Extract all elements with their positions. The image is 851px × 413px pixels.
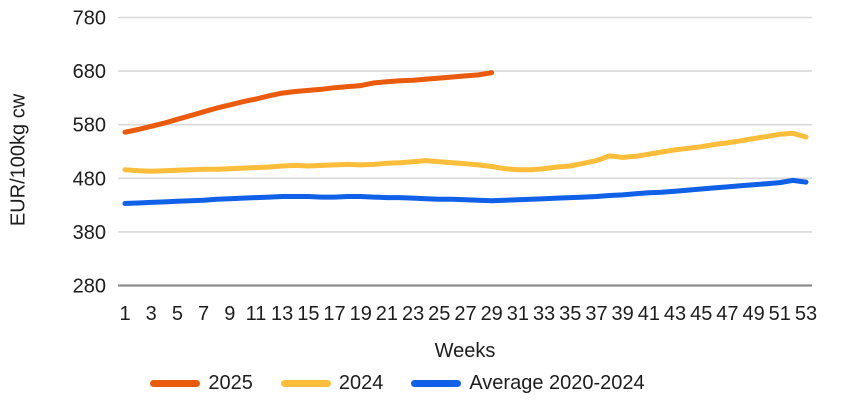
y-tick-label: 780	[73, 8, 106, 30]
legend-swatch-2024	[280, 379, 331, 387]
x-tick-label: 19	[350, 303, 372, 325]
x-tick-label: 3	[146, 303, 157, 325]
y-tick-label: 280	[73, 276, 106, 298]
legend-swatch-2025	[150, 379, 201, 387]
x-tick-label: 9	[224, 303, 235, 325]
x-tick-label: 13	[271, 303, 293, 325]
x-tick-label: 31	[507, 303, 529, 325]
x-tick-label: 23	[402, 303, 424, 325]
x-tick-label: 15	[297, 303, 319, 325]
x-tick-label: 11	[246, 303, 267, 325]
series-line-average-2020-2024	[122, 177, 809, 206]
x-tick-label: 41	[638, 303, 660, 325]
legend-label-2025: 2025	[208, 371, 253, 394]
x-tick-label: 43	[664, 303, 686, 325]
x-tick-label: 39	[612, 303, 634, 325]
x-tick-label: 29	[481, 303, 503, 325]
x-tick-label: 47	[716, 303, 738, 325]
legend: 2025 2024 Average 2020-2024	[0, 366, 851, 400]
y-tick-label: 580	[73, 115, 106, 137]
x-tick-label: 37	[585, 303, 607, 325]
legend-label-average-2020-2024: Average 2020-2024	[469, 371, 645, 394]
legend-item-average-2020-2024: Average 2020-2024	[411, 371, 645, 395]
x-tick-label: 21	[376, 303, 398, 325]
x-tick-label: 53	[795, 303, 817, 325]
x-tick-label: 35	[559, 303, 581, 325]
x-tick-label: 49	[742, 303, 764, 325]
y-tick-label: 380	[73, 222, 106, 244]
x-tick-label: 5	[172, 303, 183, 325]
legend-item-2025: 2025	[150, 372, 253, 395]
series-line-2024	[122, 130, 809, 174]
legend-item-2024: 2024	[280, 371, 384, 395]
x-tick-label: 1	[119, 303, 130, 325]
legend-swatch-average-2020-2024	[411, 379, 462, 387]
x-tick-label: 45	[690, 303, 712, 325]
x-tick-label: 33	[533, 303, 555, 325]
x-tick-label: 17	[323, 303, 345, 325]
x-axis-title: Weeks	[434, 340, 496, 362]
legend-label-2024: 2024	[338, 371, 384, 394]
y-tick-label: 480	[73, 168, 106, 190]
x-tick-label: 25	[428, 303, 450, 325]
x-tick-label: 27	[454, 303, 476, 325]
x-tick-label: 51	[769, 303, 791, 325]
x-tick-label: 7	[198, 303, 209, 325]
y-tick-label: 680	[73, 61, 106, 83]
series-line-2025	[122, 70, 495, 135]
